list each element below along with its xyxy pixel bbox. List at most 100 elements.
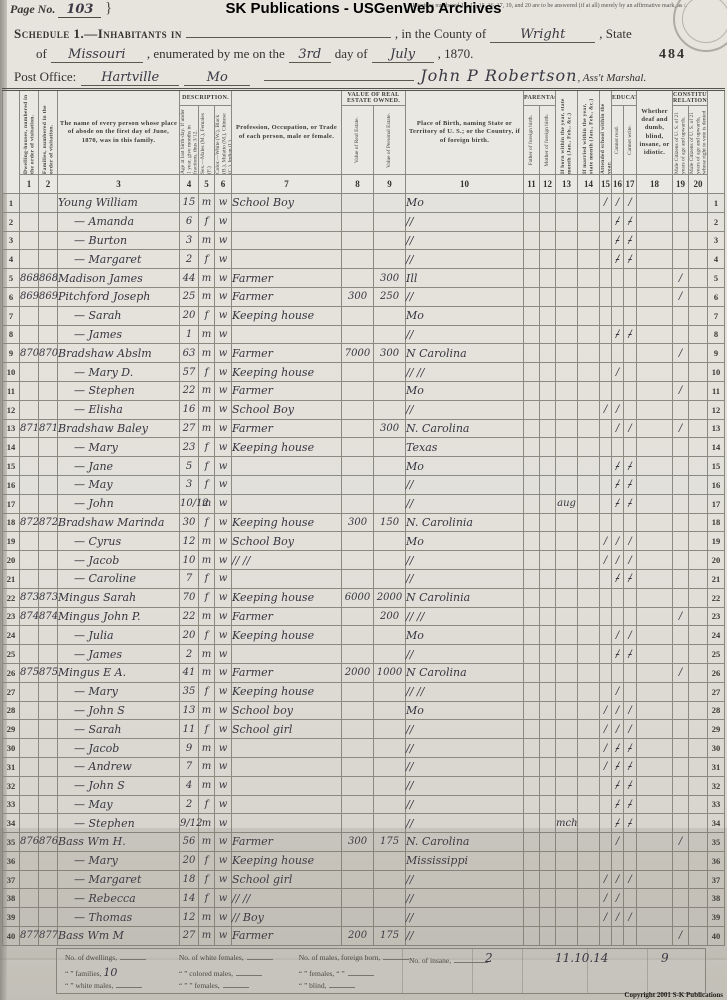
cell-mother-foreign [539, 230, 557, 251]
cell-birthplace: // [405, 230, 525, 251]
cell-father-foreign [523, 869, 541, 890]
cell-mother-foreign [539, 756, 557, 777]
cell-occupation: Farmer [231, 343, 343, 364]
cell-cannot-write [623, 437, 638, 458]
cell-cannot-read: / [611, 249, 625, 270]
cell-age: 35 [179, 681, 199, 702]
cell-color: w [213, 437, 233, 458]
cell-family [38, 850, 58, 871]
cell-personal-estate [373, 456, 407, 476]
cell-cannot-read: / [611, 474, 625, 495]
cell-color: w [213, 644, 233, 664]
cell-attended-school [599, 606, 613, 627]
cell-born-month [555, 719, 579, 740]
cell-color: w [213, 268, 233, 288]
cell-dwelling [19, 813, 39, 834]
cell-color: w [213, 756, 233, 777]
cell-deaf-dumb [636, 474, 674, 495]
cell-vote-denied [688, 888, 709, 909]
cell-color: w [213, 493, 233, 514]
cell-mother-foreign [539, 850, 557, 871]
cell-cannot-write [623, 662, 638, 683]
cell-personal-estate [373, 493, 407, 514]
cell-age: 27 [179, 418, 199, 439]
cell-occupation: School boy [231, 700, 343, 721]
cell-personal-estate [373, 399, 407, 420]
cell-mother-foreign [539, 380, 557, 401]
cell-personal-estate [373, 756, 407, 777]
group-value-owned: VALUE OF REAL ESTATE OWNED. [341, 89, 407, 106]
row-number-left: 10 [2, 362, 20, 382]
table-row: 32 — John S 4 m w // / / 32 [2, 775, 726, 796]
cell-age: 23 [179, 437, 199, 458]
cell-mother-foreign [539, 926, 557, 946]
cell-cannot-write: / [623, 474, 638, 495]
cell-dwelling [19, 531, 39, 552]
cell-deaf-dumb [636, 700, 674, 721]
summary-line-2: “ ” families, 10 “ ” colored males, “ ” … [65, 966, 380, 979]
cell-mother-foreign [539, 193, 557, 213]
row-number-right: 17 [707, 493, 726, 514]
cell-age: 3 [179, 230, 199, 251]
cell-cannot-read: / [611, 869, 625, 890]
cell-attended-school [599, 211, 613, 232]
cell-father-foreign [523, 832, 541, 852]
cell-dwelling [19, 644, 39, 664]
cell-married-month [577, 681, 601, 702]
cell-family [38, 493, 58, 514]
post-office-state: Mo [184, 70, 251, 86]
row-number-right: 5 [707, 268, 726, 288]
cell-cannot-write [623, 286, 638, 307]
cell-dwelling [19, 211, 39, 232]
cell-born-month [555, 456, 579, 476]
cell-born-month [555, 230, 579, 251]
cell-real-estate [341, 813, 375, 834]
cell-deaf-dumb [636, 644, 674, 664]
cell-cannot-write: / [623, 738, 638, 758]
cell-cannot-write [623, 926, 638, 946]
cell-sex: f [198, 850, 215, 871]
group-education: EDUCATION. [611, 89, 638, 106]
table-row: 17 — John 10/12 m w // aug / / 17 [2, 493, 726, 514]
row-number-right: 12 [707, 399, 726, 420]
cell-male-citizen [672, 869, 690, 890]
cell-attended-school: / [599, 700, 613, 721]
cell-color: w [213, 286, 233, 307]
cell-birthplace: // [405, 644, 525, 664]
cell-name: — Mary [57, 681, 180, 702]
census-table: Dwelling-houses, numbered in the order o… [2, 88, 726, 946]
cell-dwelling [19, 230, 39, 251]
cell-real-estate: 200 [341, 926, 375, 946]
cell-attended-school [599, 568, 613, 589]
cell-personal-estate [373, 305, 407, 326]
cell-color: w [213, 662, 233, 683]
cell-family: 874 [38, 606, 58, 627]
cell-personal-estate: 300 [373, 268, 407, 288]
cell-sex: f [198, 681, 215, 702]
cell-real-estate [341, 493, 375, 514]
cell-age: 3 [179, 474, 199, 495]
table-row: 8 — James 1 m w // / / 8 [2, 324, 726, 345]
row-number-right: 40 [707, 926, 726, 946]
cell-father-foreign [523, 681, 541, 702]
cell-cannot-read [611, 268, 625, 288]
cell-name: — Thomas [57, 907, 180, 928]
col-header-3: The name of every person whose place of … [57, 89, 180, 175]
cell-attended-school [599, 286, 613, 307]
table-row: 25 — James 2 m w // / / 25 [2, 644, 726, 664]
cell-age: 63 [179, 343, 199, 364]
cell-occupation [231, 230, 343, 251]
row-number-left: 4 [2, 249, 20, 270]
row-number-left: 12 [2, 399, 20, 420]
cell-father-foreign [523, 662, 541, 683]
cell-color: w [213, 550, 233, 570]
cell-dwelling [19, 756, 39, 777]
cell-attended-school [599, 926, 613, 946]
cell-personal-estate: 2000 [373, 587, 407, 608]
cell-color: w [213, 813, 233, 834]
page-number: Page No. 103 [10, 2, 102, 18]
cell-birthplace: // // [405, 681, 525, 702]
cell-occupation [231, 474, 343, 495]
cell-mother-foreign [539, 568, 557, 589]
